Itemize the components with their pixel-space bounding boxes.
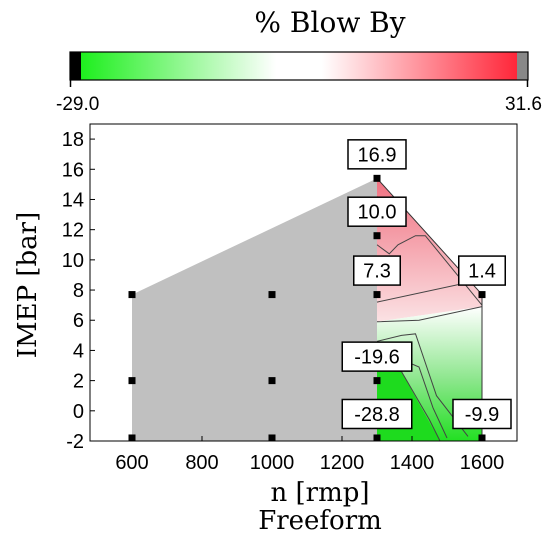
y-axis-label: IMEP [bar] — [13, 211, 43, 359]
value-label-box — [347, 139, 407, 170]
value-label: -19.6 — [341, 341, 413, 372]
plot-frame — [89, 123, 518, 442]
chart-title: % Blow By — [254, 6, 406, 39]
measured-point — [478, 291, 486, 299]
y-tick-label: 12 — [62, 220, 84, 242]
y-tick-label: 16 — [62, 159, 84, 181]
measured-point — [268, 291, 276, 299]
value-label: -28.8 — [341, 398, 413, 430]
x-tick-label: 1000 — [250, 452, 295, 474]
value-label-text: -9.9 — [465, 404, 499, 426]
y-tick-label: 0 — [73, 401, 84, 423]
value-label-box — [353, 255, 401, 286]
colorbar-min-cap — [70, 52, 81, 80]
value-label-box — [341, 398, 413, 430]
x-tick-label: 1600 — [460, 452, 505, 474]
x-tick-label: 1400 — [390, 452, 435, 474]
value-label-box — [458, 255, 506, 286]
value-label-box — [341, 341, 413, 372]
measured-point — [373, 174, 381, 182]
measured-point — [128, 377, 136, 385]
value-label-text: 10.0 — [358, 202, 397, 224]
x-tick-label: 800 — [185, 452, 218, 474]
colorbar-frame — [69, 51, 529, 81]
contour-line — [376, 235, 483, 306]
measured-point — [128, 291, 136, 299]
colorbar-min-label: -29.0 — [56, 94, 99, 115]
measured-point — [373, 232, 381, 240]
contour-line — [376, 333, 469, 437]
axes: 600 800 1000 1200 1400 1600 -2 0 2 4 6 8 10 12 14 16 18 — [62, 123, 518, 474]
y-tick-label: 2 — [73, 371, 84, 393]
value-label-text: -28.8 — [354, 404, 400, 426]
value-label-text: 7.3 — [363, 261, 391, 283]
gray-region — [132, 178, 377, 442]
measured-point — [268, 377, 276, 385]
plot-area: 16.9 10.0 7.3 1.4 -19.6 -28.8 -9.9 — [128, 139, 512, 442]
y-tick-label: 10 — [62, 250, 84, 272]
value-label: 10.0 — [347, 196, 407, 227]
colorbar-gradient — [70, 52, 528, 80]
y-tick-label: 8 — [73, 280, 84, 302]
y-tick-label: 14 — [62, 189, 84, 211]
y-tick-label: -2 — [66, 431, 84, 453]
measured-point — [373, 291, 381, 299]
value-label: 7.3 — [353, 255, 401, 286]
y-tick-label: 4 — [73, 340, 84, 362]
colorbar: -29.0 31.6 — [56, 51, 542, 115]
x-tick-label: 600 — [115, 452, 148, 474]
value-label: -9.9 — [452, 398, 512, 430]
value-label-text: 16.9 — [358, 144, 397, 166]
value-label-box — [347, 196, 407, 227]
colorbar-max-label: 31.6 — [505, 94, 542, 115]
x-tick-label: 1200 — [320, 452, 365, 474]
contour-line — [376, 306, 483, 323]
value-label: 1.4 — [458, 255, 506, 286]
colorbar-max-cap — [517, 52, 528, 80]
y-tick-label: 6 — [73, 310, 84, 332]
value-label: 16.9 — [347, 139, 407, 170]
y-tick-label: 18 — [62, 129, 84, 151]
value-label-text: -19.6 — [354, 347, 400, 369]
value-label-box — [452, 398, 512, 430]
measured-point — [373, 377, 381, 385]
measured-point — [373, 434, 381, 442]
chart-subtitle: Freeform — [258, 506, 382, 536]
x-axis-label: n [rmp] — [270, 478, 370, 508]
value-label-text: 1.4 — [468, 261, 496, 283]
